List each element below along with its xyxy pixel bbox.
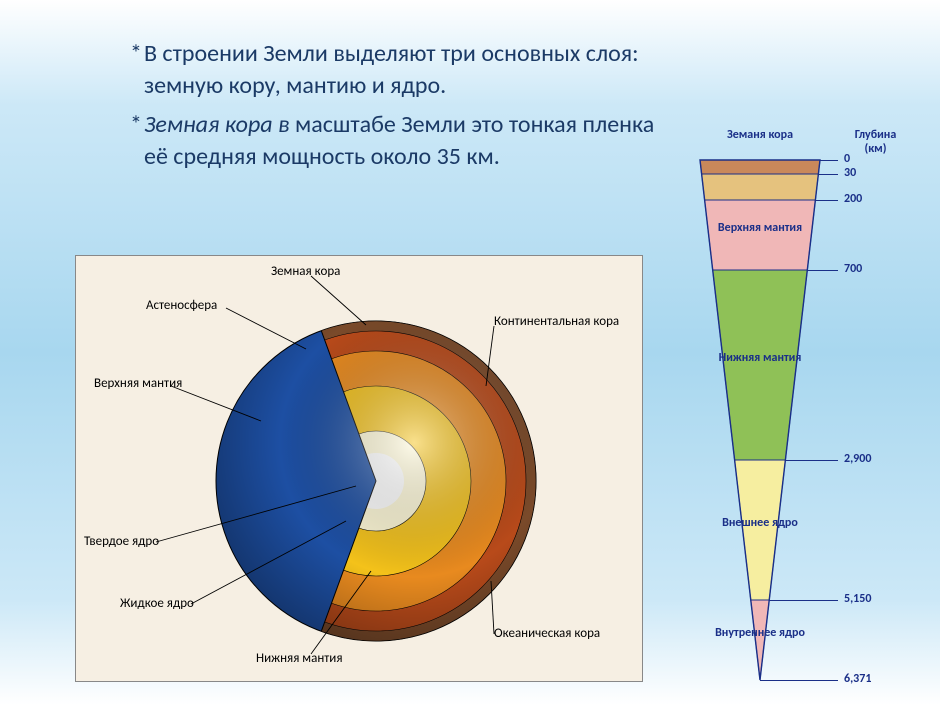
label-oceanic-crust: Океаническая кора: [494, 626, 600, 641]
depth-wedge-svg: [680, 156, 840, 686]
depth-tick: [769, 600, 838, 601]
bullet-1: В строении Земли выделяют три основных с…: [130, 38, 680, 103]
label-liquid-core: Жидкое ядро: [120, 596, 194, 611]
depth-tick: [760, 680, 838, 681]
bullet-list: В строении Земли выделяют три основных с…: [130, 38, 680, 180]
depth-value: 0: [844, 152, 850, 166]
depth-value: 700: [844, 262, 862, 276]
slide: В строении Земли выделяют три основных с…: [0, 0, 940, 705]
depth-value: 30: [844, 166, 856, 180]
depth-tick: [815, 200, 838, 201]
label-solid-core: Твердое ядро: [84, 534, 159, 549]
bullet-2: Земная кора в масштабе Земли это тонкая …: [130, 109, 680, 174]
wedge-layer-inner-core: [751, 600, 769, 680]
depth-tick: [807, 270, 838, 271]
earth-cutaway-panel: Земная кора Астеносфера Континентальная …: [75, 255, 643, 682]
depth-value: 6,371: [844, 672, 871, 686]
depth-wedge-panel: Земаня кора Глубина (км) Верхняя мантияН…: [680, 128, 925, 688]
label-crust: Земная кора: [271, 264, 340, 279]
wedge-layer-crust2: [702, 174, 819, 200]
wedge-layer-lower-mantle: [713, 270, 808, 460]
depth-value: 200: [844, 192, 862, 206]
depth-tick: [785, 460, 838, 461]
label-upper-mantle: Верхняя мантия: [94, 376, 182, 391]
depth-tick: [818, 174, 838, 175]
depth-value: 2,900: [844, 452, 871, 466]
bullet-2-italic: Земная кора в: [144, 110, 295, 139]
wedge-layer-upper-mantle: [705, 200, 816, 270]
wedge-layer-crust: [700, 160, 820, 174]
wedge-header-depth: Глубина (км): [848, 128, 903, 156]
label-lower-mantle: Нижняя мантия: [256, 651, 343, 666]
depth-tick: [820, 160, 838, 161]
depth-value: 5,150: [844, 592, 871, 606]
wedge-header-layers: Земаня кора: [720, 128, 800, 142]
label-asthenosphere: Астеносфера: [146, 298, 217, 313]
label-continental-crust: Континентальная кора: [494, 314, 619, 329]
